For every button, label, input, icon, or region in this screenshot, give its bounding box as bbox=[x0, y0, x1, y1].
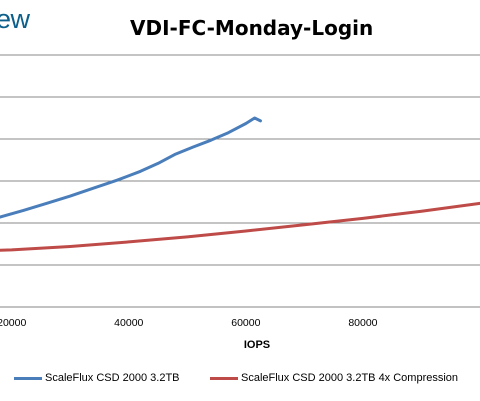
chart-title: VDI-FC-Monday-Login bbox=[130, 16, 374, 40]
x-axis-ticks: 20000 40000 60000 80000 bbox=[0, 317, 378, 329]
legend-label-series-1: ScaleFlux CSD 2000 3.2TB bbox=[45, 372, 180, 384]
legend: ScaleFlux CSD 2000 3.2TB ScaleFlux CSD 2… bbox=[0, 372, 480, 388]
series-layer bbox=[0, 116, 480, 252]
series-line-1 bbox=[0, 116, 262, 219]
legend-swatch-series-2 bbox=[210, 376, 238, 380]
brand-logo: ew bbox=[0, 4, 30, 34]
x-tick-label: 20000 bbox=[0, 317, 26, 329]
x-tick-label: 40000 bbox=[114, 317, 143, 329]
gridlines bbox=[0, 54, 480, 308]
x-tick-label: 60000 bbox=[231, 317, 260, 329]
legend-swatch-series-1 bbox=[14, 376, 42, 380]
legend-label-series-2: ScaleFlux CSD 2000 3.2TB 4x Compression bbox=[241, 372, 459, 384]
series-line-2 bbox=[0, 201, 480, 252]
x-tick-label: 80000 bbox=[348, 317, 377, 329]
legend-item-series-1: ScaleFlux CSD 2000 3.2TB bbox=[14, 372, 180, 384]
x-axis-title: IOPS bbox=[244, 339, 270, 351]
legend-item-series-2: ScaleFlux CSD 2000 3.2TB 4x Compression bbox=[210, 372, 458, 384]
